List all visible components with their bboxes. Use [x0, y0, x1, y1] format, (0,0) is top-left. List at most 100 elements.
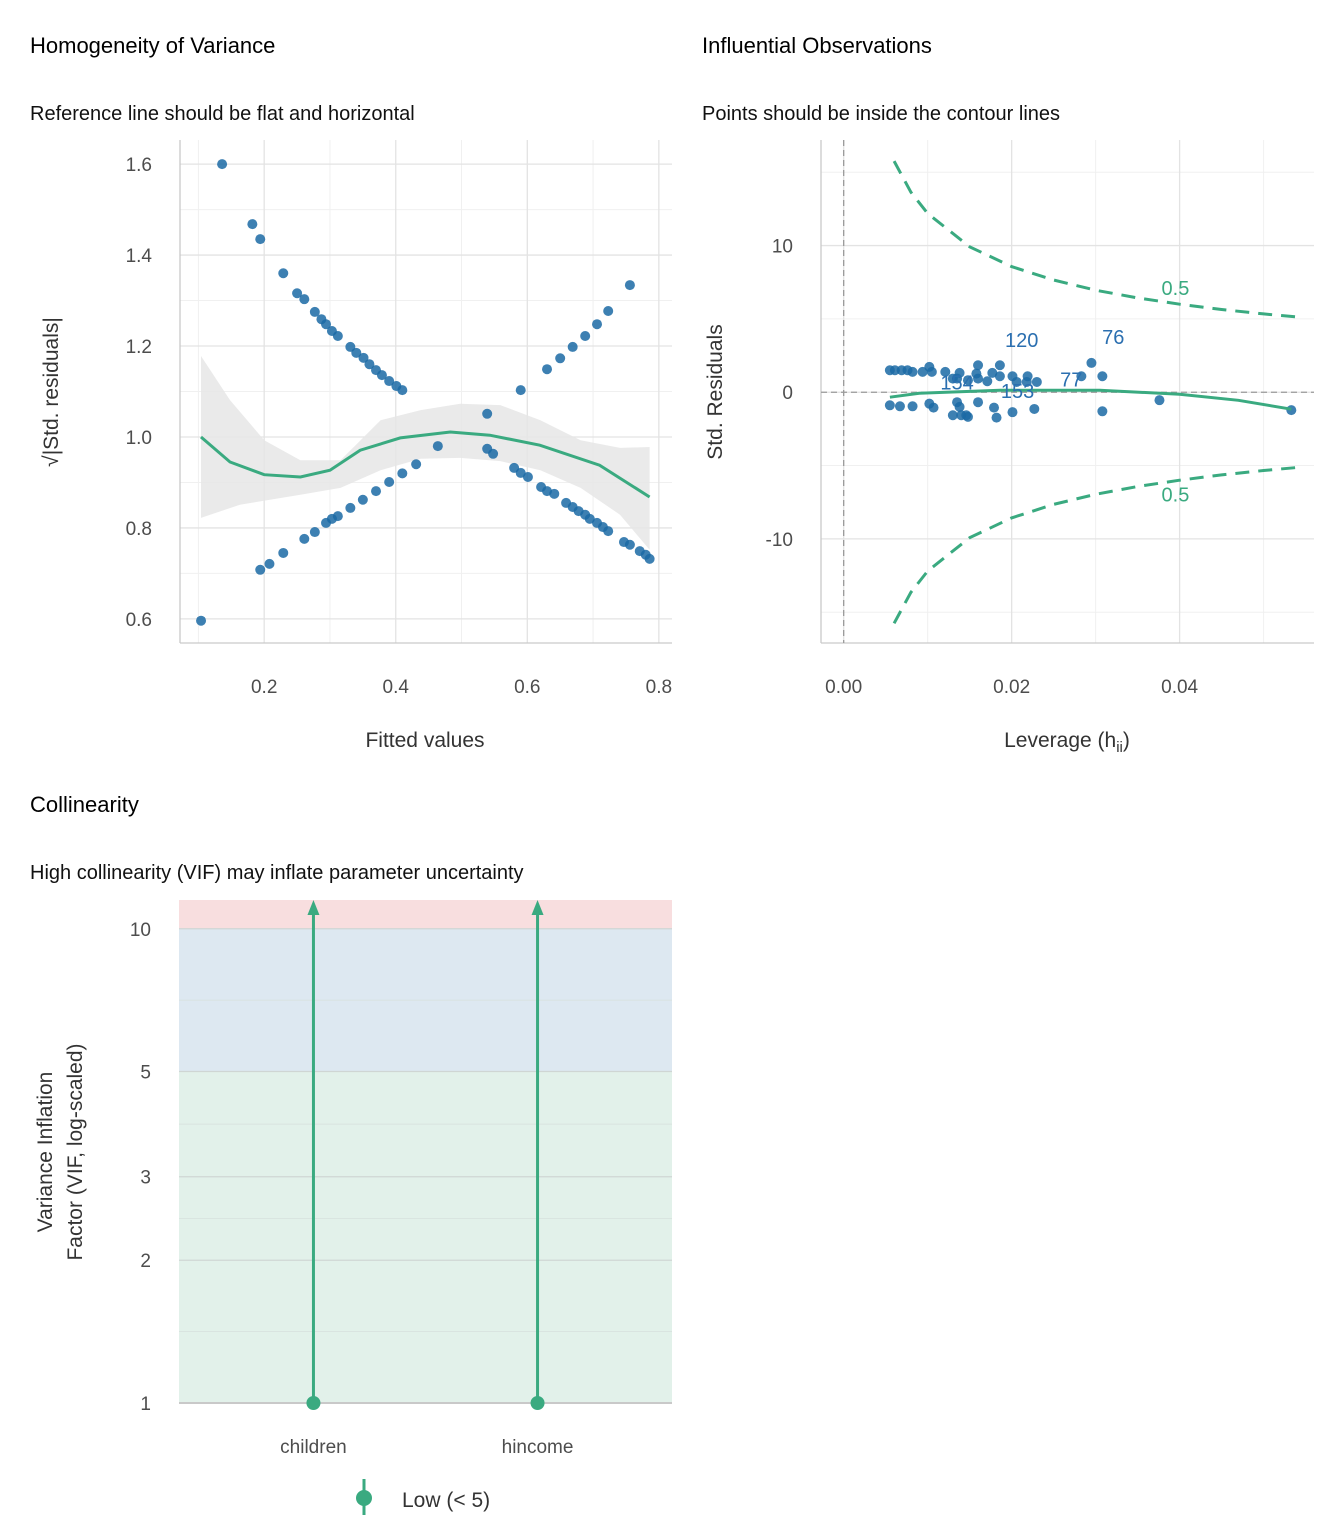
x-tick-label: 0.00 — [825, 677, 862, 698]
data-point — [309, 527, 320, 538]
data-point — [994, 371, 1005, 382]
y-tick-label: 0.8 — [126, 519, 152, 540]
x-tick-label: 0.6 — [514, 677, 540, 698]
y-tick-label: 0 — [782, 383, 793, 404]
data-point — [624, 539, 635, 550]
data-point — [411, 459, 422, 470]
data-point — [278, 268, 289, 279]
data-point — [973, 373, 984, 384]
data-point — [522, 472, 533, 483]
data-point — [364, 359, 375, 370]
data-point — [907, 401, 918, 412]
vif-band-low — [179, 1071, 672, 1403]
data-point — [255, 564, 266, 575]
smooth-line — [889, 388, 1292, 411]
data-point — [952, 373, 963, 384]
data-point — [603, 306, 614, 317]
data-point — [542, 364, 553, 375]
data-point — [1011, 376, 1022, 387]
y-tick-label: 1 — [140, 1394, 151, 1415]
data-point — [994, 360, 1005, 371]
data-point — [358, 352, 369, 363]
vif-point — [530, 1396, 545, 1410]
vif-point — [306, 1396, 321, 1410]
panel-title: Homogeneity of Variance — [30, 33, 275, 58]
panel-subtitle: Points should be inside the contour line… — [702, 103, 1060, 125]
y-tick-label: 1.2 — [126, 337, 152, 358]
data-point — [1031, 376, 1042, 387]
point-label: 120 — [1005, 330, 1038, 352]
data-point — [973, 360, 984, 371]
data-point — [384, 477, 395, 488]
data-point — [309, 306, 320, 317]
data-point — [987, 367, 998, 378]
data-point — [332, 331, 343, 342]
x-tick-label: 0.04 — [1161, 677, 1198, 698]
y-axis-title: Std. Residuals — [704, 324, 727, 459]
data-point — [217, 159, 228, 170]
data-point — [989, 402, 1000, 413]
data-point — [947, 410, 958, 421]
contour-label: 0.5 — [1162, 485, 1190, 507]
point-label: 153 — [1001, 381, 1034, 403]
y-axis-title: √|Std. residuals| — [40, 317, 63, 467]
x-tick-label: 0.4 — [383, 677, 410, 698]
data-point — [894, 401, 905, 412]
vif-band-high — [179, 900, 672, 929]
data-point — [1029, 403, 1040, 414]
data-point — [351, 347, 362, 358]
data-point — [376, 370, 387, 381]
arrow-up-icon — [531, 900, 544, 915]
data-point — [644, 553, 655, 564]
x-axis-title: Fitted values — [365, 729, 484, 752]
y-tick-label: 1.0 — [126, 428, 152, 449]
panel-subtitle: High collinearity (VIF) may inflate para… — [30, 862, 524, 884]
y-tick-label: 10 — [772, 237, 793, 258]
data-point — [397, 385, 408, 396]
data-point — [299, 294, 310, 305]
legend: Low (< 5) — [356, 1479, 490, 1515]
x-tick-label: 0.8 — [646, 677, 672, 698]
data-point — [371, 486, 382, 497]
y-tick-label: 1.4 — [126, 246, 153, 267]
data-point — [1086, 357, 1097, 368]
x-tick-label: 0.2 — [251, 677, 277, 698]
data-point — [1154, 395, 1165, 406]
data-point — [603, 526, 614, 537]
y-tick-label: 3 — [140, 1168, 151, 1189]
data-point — [321, 319, 332, 330]
data-point — [549, 488, 560, 499]
data-point — [954, 401, 965, 412]
y-tick-label: 10 — [130, 920, 151, 941]
point-label: 76 — [1102, 327, 1124, 349]
data-point — [397, 468, 408, 479]
data-point — [907, 366, 918, 377]
data-point — [488, 448, 499, 459]
y-axis-title-line2: Factor (VIF, log-scaled) — [64, 1043, 87, 1260]
x-tick-label: children — [280, 1437, 347, 1458]
contour-line-upper — [892, 160, 1298, 319]
data-point — [991, 412, 1002, 423]
data-point — [973, 397, 984, 408]
point-label: 77 — [1060, 369, 1082, 391]
data-point — [1097, 406, 1108, 417]
data-point — [926, 366, 937, 377]
data-point — [982, 376, 993, 387]
y-tick-label: 1.6 — [126, 155, 152, 176]
data-point — [432, 441, 443, 452]
data-point — [940, 366, 951, 377]
data-point — [515, 385, 526, 396]
panel-title: Influential Observations — [702, 33, 932, 58]
data-point — [624, 280, 635, 291]
data-point — [928, 402, 939, 413]
arrow-up-icon — [307, 900, 320, 915]
data-point — [962, 375, 973, 386]
data-point — [962, 411, 973, 422]
confidence-band — [201, 356, 650, 550]
data-point — [332, 511, 343, 522]
contour-label: 0.5 — [1162, 278, 1190, 300]
data-point — [264, 558, 275, 569]
smooth-line — [200, 430, 651, 499]
y-tick-label: 2 — [140, 1251, 151, 1272]
